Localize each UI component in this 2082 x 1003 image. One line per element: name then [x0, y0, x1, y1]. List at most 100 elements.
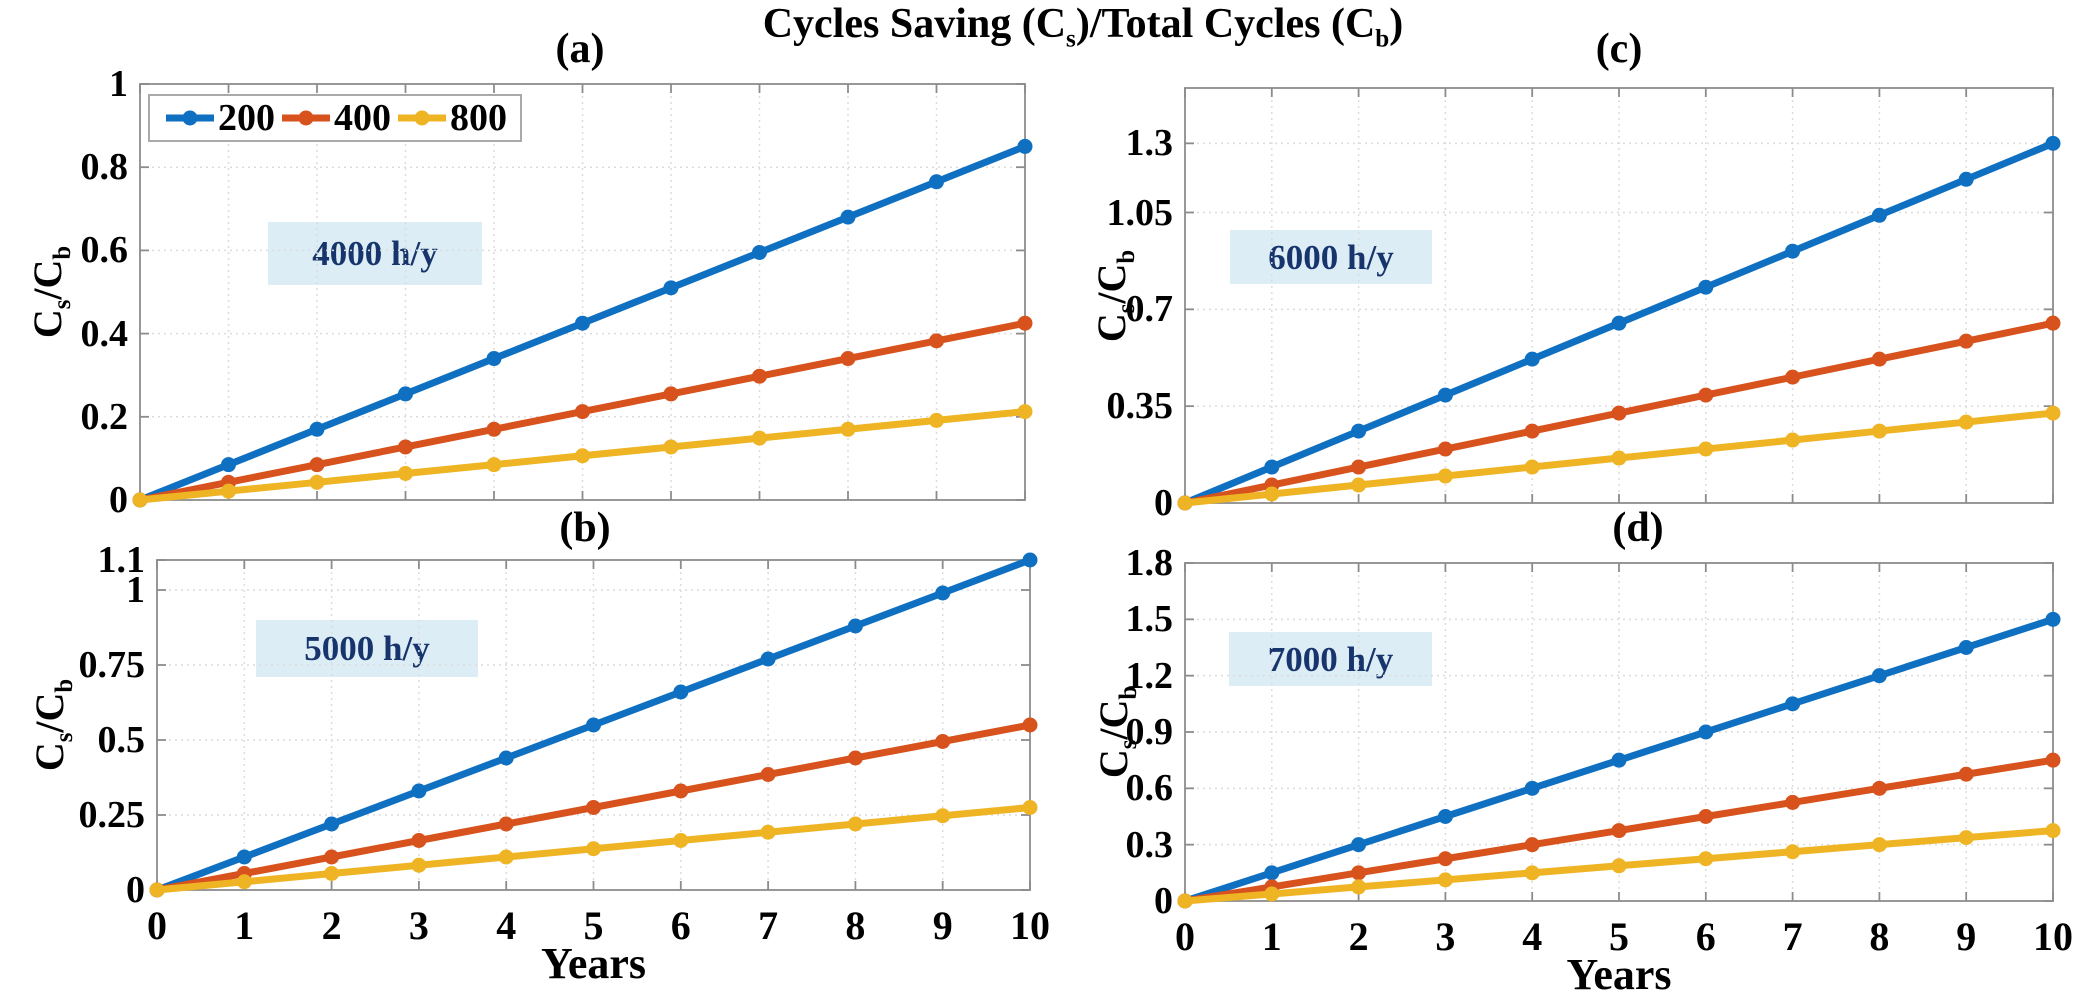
data-marker-800 [309, 474, 325, 490]
data-marker-800 [1871, 423, 1887, 439]
data-marker-800 [2045, 405, 2061, 421]
panel-label-b: (b) [559, 505, 611, 551]
data-marker-800 [840, 421, 856, 437]
data-marker-200 [1351, 423, 1367, 439]
y-tick-label: 1 [109, 63, 128, 105]
annotation-hours-a: 4000 h/y [268, 222, 482, 285]
figure-title-text: Cycles Saving (C [762, 1, 1067, 47]
ylabel-sub: b [1113, 249, 1141, 264]
panel-label-a: (a) [555, 26, 605, 72]
data-marker-200 [498, 750, 514, 766]
data-marker-200 [840, 209, 856, 225]
x-tick-label: 3 [1435, 914, 1456, 959]
figure-title: Cycles Saving (Cs)/Total Cycles (Cb) [84, 0, 2082, 53]
data-marker-800 [586, 841, 601, 857]
data-marker-400 [1611, 405, 1627, 421]
data-marker-200 [1871, 668, 1887, 684]
data-marker-400 [411, 833, 427, 848]
ylabel-sub: s [49, 299, 77, 310]
data-marker-800 [1611, 450, 1627, 466]
x-tick-label: 10 [1010, 903, 1050, 948]
data-marker-800 [1437, 872, 1453, 888]
axes-box [1184, 87, 2054, 504]
figure-title-text: )/Total Cycles (C [1075, 1, 1376, 47]
data-marker-800 [221, 483, 236, 499]
legend-item-200: 200 [163, 96, 275, 140]
plot-area-a [132, 83, 1033, 508]
data-marker-400 [2045, 315, 2061, 331]
data-marker-200 [663, 280, 679, 296]
data-marker-800 [1264, 486, 1280, 502]
data-marker-400 [1785, 369, 1801, 385]
data-marker-800 [132, 492, 148, 508]
data-marker-400 [498, 816, 514, 832]
data-marker-200 [1524, 351, 1540, 367]
data-marker-400 [1698, 387, 1714, 403]
data-marker-400 [935, 734, 951, 749]
data-marker-200 [411, 783, 427, 799]
y-tick-label: 0 [109, 479, 128, 521]
y-tick-label: 0.6 [1125, 767, 1174, 810]
data-marker-200 [2045, 611, 2061, 627]
data-marker-800 [1437, 468, 1453, 484]
figure-title-sub-s: s [1066, 25, 1076, 53]
y-tick-label: 0.9 [1125, 711, 1174, 753]
x-tick-label: 5 [1609, 914, 1629, 959]
data-marker-400 [929, 333, 944, 349]
y-tick-label: 0.25 [78, 794, 146, 836]
data-marker-400 [586, 800, 601, 815]
x-tick-label: 5 [583, 903, 604, 948]
legend-label-200: 200 [218, 97, 275, 139]
data-marker-200 [586, 717, 601, 733]
data-marker-800 [1785, 844, 1801, 860]
data-marker-800 [1785, 432, 1801, 448]
data-marker-800 [1698, 851, 1714, 867]
data-marker-800 [149, 882, 165, 898]
data-marker-800 [1524, 459, 1540, 475]
y-tick-label: 1.8 [1125, 542, 1174, 584]
data-marker-200 [1785, 243, 1801, 259]
data-marker-400 [760, 767, 776, 782]
data-marker-200 [1871, 207, 1887, 223]
data-marker-400 [575, 404, 590, 420]
y-tick-label: 0.6 [80, 229, 129, 272]
annotation-hours-c: 6000 h/y [1230, 230, 1432, 284]
data-marker-800 [752, 430, 767, 446]
data-marker-800 [1611, 858, 1627, 874]
data-marker-800 [1264, 886, 1280, 902]
data-marker-200 [324, 816, 340, 832]
y-tick-label: 1 [126, 569, 145, 611]
data-marker-200 [1785, 696, 1801, 712]
x-tick-label: 9 [1956, 914, 1977, 959]
data-marker-800 [1017, 404, 1033, 420]
x-tick-label: 0 [147, 903, 167, 948]
panel-label-d: (d) [1612, 505, 1664, 551]
data-marker-200 [1611, 752, 1627, 768]
data-marker-400 [2045, 752, 2061, 768]
data-marker-200 [486, 351, 502, 367]
panel-label-c: (c) [1595, 26, 1643, 72]
plot-area-c [1177, 87, 2061, 511]
data-marker-200 [1351, 837, 1367, 853]
figure-title-text: ) [1389, 1, 1404, 47]
plot-area-d [1177, 562, 2061, 909]
data-marker-800 [575, 448, 590, 464]
data-marker-800 [847, 816, 863, 832]
x-tick-label: 9 [932, 903, 953, 948]
data-marker-200 [1698, 279, 1714, 295]
data-marker-800 [929, 412, 944, 428]
y-tick-label: 1.3 [1125, 122, 1174, 165]
legend-marker-800 [398, 110, 446, 126]
data-marker-400 [1958, 766, 1974, 782]
data-marker-800 [486, 457, 502, 473]
data-marker-400 [752, 368, 767, 384]
y-tick-label: 0.8 [80, 146, 129, 189]
x-tick-label: 8 [845, 903, 866, 948]
y-tick-label: 1.05 [1106, 191, 1174, 234]
y-tick-label: 0.4 [80, 312, 129, 355]
data-marker-200 [1437, 387, 1453, 403]
data-marker-200 [760, 651, 776, 667]
legend-marker-200 [166, 110, 214, 126]
data-marker-200 [673, 684, 689, 700]
data-marker-800 [1022, 800, 1038, 815]
